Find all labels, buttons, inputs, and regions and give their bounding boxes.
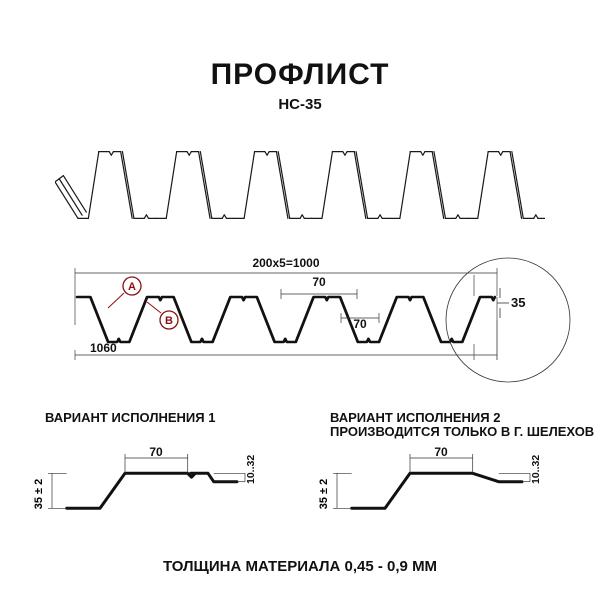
svg-text:1060: 1060 (90, 341, 117, 355)
svg-text:70: 70 (434, 445, 448, 459)
svg-text:70: 70 (312, 275, 326, 289)
svg-text:A: A (128, 281, 136, 293)
svg-text:70: 70 (149, 445, 163, 459)
svg-text:35 ± 2: 35 ± 2 (33, 479, 45, 510)
svg-text:10..32: 10..32 (530, 455, 542, 484)
svg-text:70: 70 (353, 317, 367, 331)
svg-text:200x5=1000: 200x5=1000 (252, 256, 319, 270)
svg-text:10..32: 10..32 (245, 455, 257, 484)
svg-text:B: B (165, 315, 173, 327)
svg-text:35 ± 2: 35 ± 2 (318, 479, 330, 510)
svg-text:35: 35 (511, 295, 525, 310)
